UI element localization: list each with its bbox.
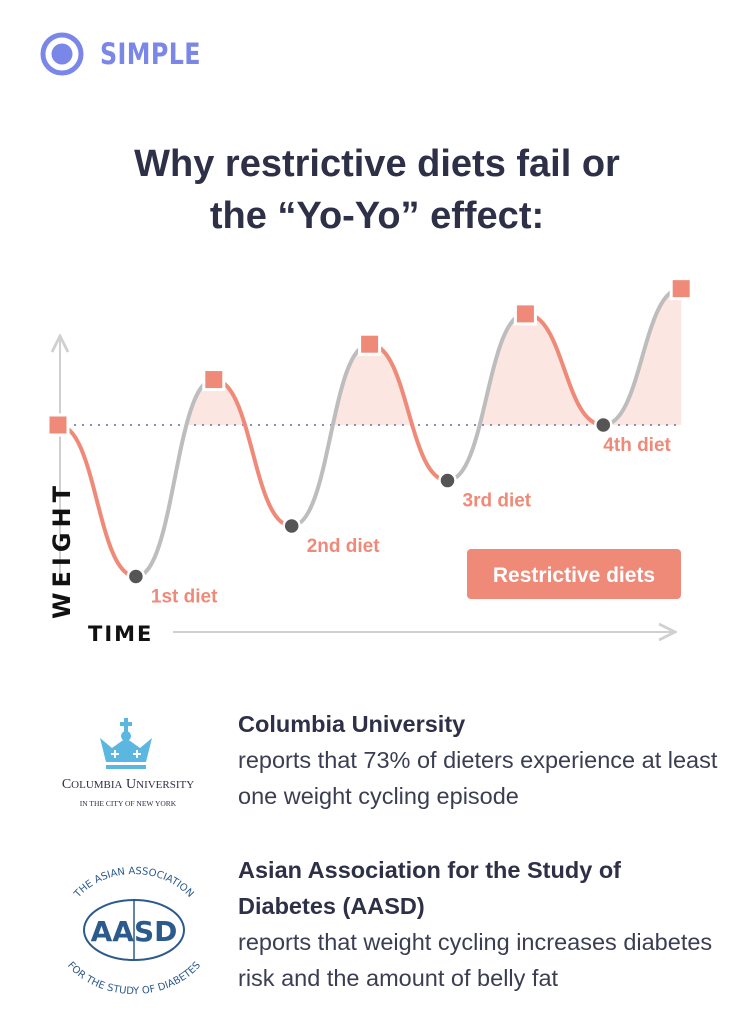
diet-weight-loss-segment bbox=[56, 423, 138, 579]
page-title: Why restrictive diets fail or the “Yo-Yo… bbox=[0, 138, 754, 242]
title-line-1: Why restrictive diets fail or bbox=[134, 143, 620, 185]
x-axis-label: TIME bbox=[88, 622, 153, 646]
diet-low-point-marker bbox=[594, 415, 613, 435]
target-circle-icon bbox=[40, 32, 84, 76]
diet-low-point-marker bbox=[438, 471, 457, 490]
diet-label: 2nd diet bbox=[307, 536, 381, 557]
yoyo-chart: WEIGHT TIME 1st diet 2nd diet 3rd diet 4th … bbox=[46, 277, 693, 646]
crown-icon bbox=[100, 718, 152, 769]
aasd-ring-text-top: THE ASIAN ASSOCIATION bbox=[72, 866, 196, 901]
diet-weight-loss-segment bbox=[367, 342, 450, 483]
source-finding: reports that weight cycling increases di… bbox=[238, 929, 713, 991]
diet-label: 3rd diet bbox=[463, 491, 532, 512]
weight-peak-marker bbox=[513, 302, 537, 326]
weight-peak-marker bbox=[358, 332, 382, 356]
aasd-ring-text-bottom: FOR THE STUDY OF DIABETES bbox=[65, 960, 203, 997]
aasd-source-text: Asian Association for the Study of Diabe… bbox=[238, 852, 718, 996]
columbia-wordmark: COLUMBIA UNIVERSITY bbox=[62, 777, 194, 792]
brand-logo: SIMPLE bbox=[40, 32, 223, 76]
legend-label: Restrictive diets bbox=[493, 564, 655, 587]
source-name: Asian Association for the Study of Diabe… bbox=[238, 857, 621, 919]
diet-label: 1st diet bbox=[151, 587, 218, 608]
aasd-logo: AASD THE ASIAN ASSOCIATION FOR THE STUDY… bbox=[65, 866, 203, 997]
diet-weight-loss-segment bbox=[211, 377, 294, 528]
aasd-mark: AASD bbox=[91, 915, 178, 948]
weight-peak-marker bbox=[669, 277, 693, 301]
weight-regain-segment bbox=[601, 286, 684, 427]
diet-low-point-marker bbox=[126, 567, 146, 586]
weight-regain-segment bbox=[445, 311, 528, 483]
legend-box bbox=[467, 549, 681, 599]
weight-regain-segment bbox=[289, 342, 372, 528]
columbia-source-text: Columbia University reports that 73% of … bbox=[238, 706, 718, 814]
diet-label: 4th diet bbox=[603, 435, 671, 456]
weight-peak-marker bbox=[202, 368, 226, 392]
title-line-2: the “Yo-Yo” effect: bbox=[209, 195, 545, 237]
weight-gain-area bbox=[58, 288, 682, 425]
weight-regain-segment bbox=[133, 377, 216, 579]
y-axis-label: WEIGHT bbox=[48, 481, 76, 619]
diet-weight-loss-segment bbox=[523, 311, 606, 427]
columbia-subtext: IN THE CITY OF NEW YORK bbox=[80, 799, 177, 808]
source-name: Columbia University bbox=[238, 711, 466, 737]
brand-name: SIMPLE bbox=[100, 37, 201, 71]
source-finding: reports that 73% of dieters experience a… bbox=[238, 747, 718, 809]
weight-peak-marker bbox=[46, 413, 70, 437]
columbia-university-logo: COLUMBIA UNIVERSITY IN THE CITY OF NEW Y… bbox=[62, 718, 194, 808]
diet-low-point-marker bbox=[282, 516, 301, 536]
